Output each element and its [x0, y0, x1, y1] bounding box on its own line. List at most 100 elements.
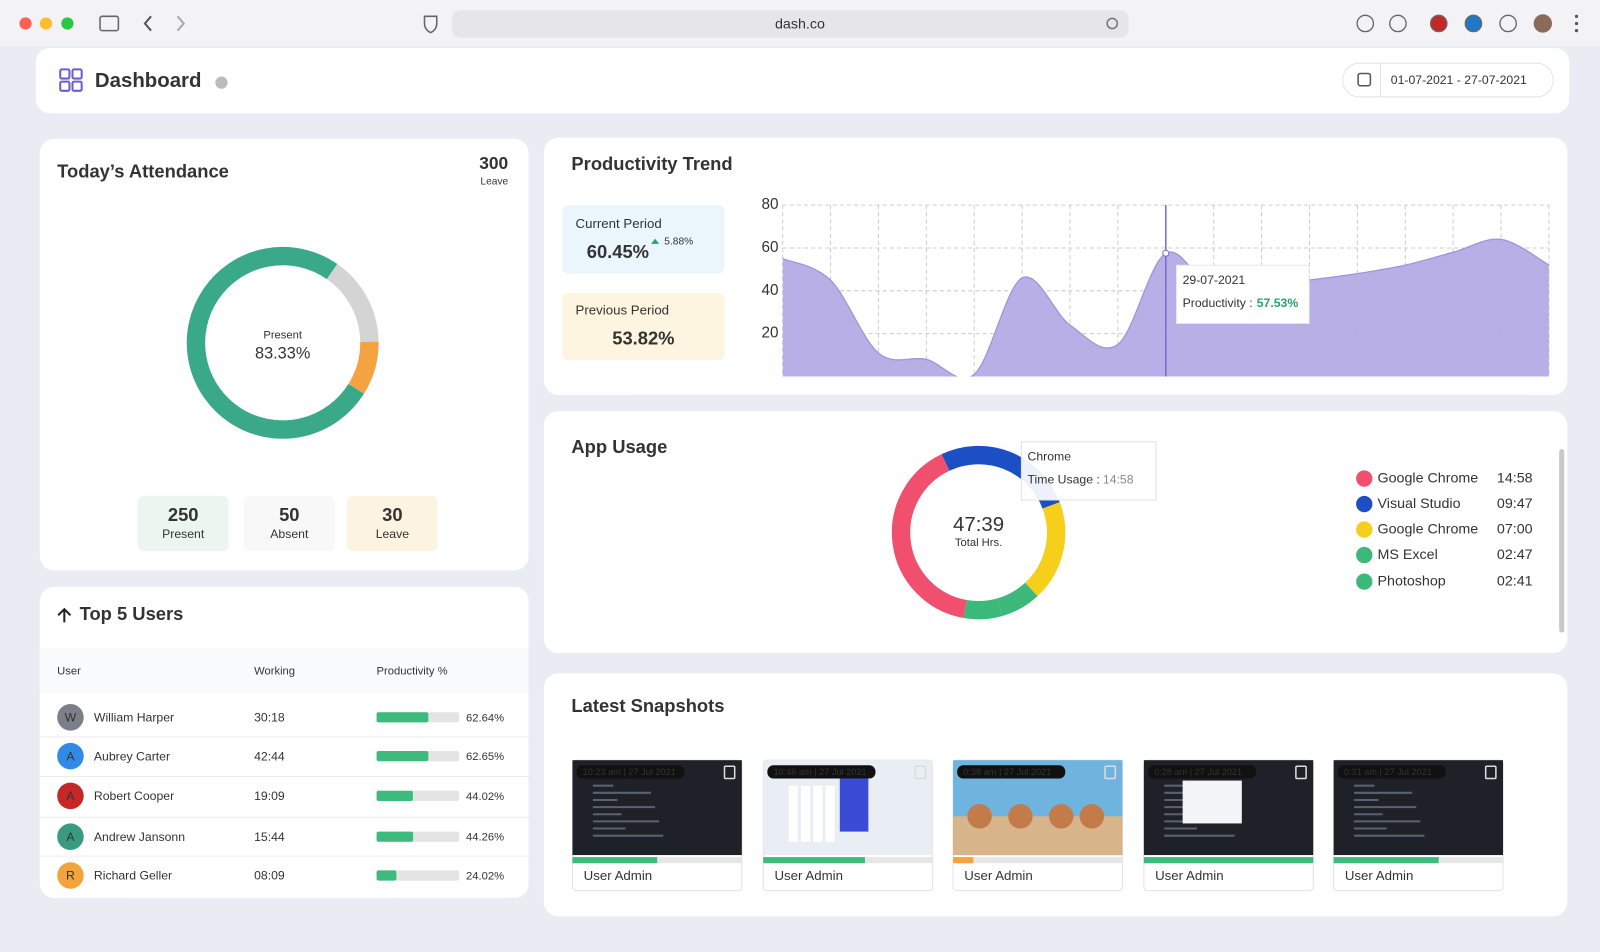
donut-segment — [996, 582, 1038, 617]
delete-button[interactable] — [723, 765, 736, 780]
donut-segment — [326, 264, 379, 343]
avatar-initial: A — [66, 749, 75, 763]
hover-point — [1162, 249, 1170, 257]
progress-bar — [376, 712, 429, 723]
area-line — [782, 238, 1549, 377]
toolbar-icon[interactable] — [1429, 14, 1448, 33]
toolbar-icon[interactable] — [1464, 14, 1483, 33]
url-bar[interactable] — [452, 10, 1129, 38]
legend-marker — [1356, 573, 1373, 590]
donut-segment — [348, 341, 379, 394]
working-time: 42:44 — [254, 749, 285, 763]
window-button[interactable] — [39, 17, 53, 30]
snapshot-widget — [839, 775, 869, 832]
stat-box — [346, 495, 438, 551]
progress-bar — [572, 857, 658, 864]
window-button[interactable] — [19, 17, 32, 30]
column-header: Productivity % — [377, 665, 448, 677]
toolbar-icon[interactable] — [1356, 14, 1375, 33]
total-count: 300 — [479, 153, 508, 173]
y-tick-label: 40 — [762, 282, 779, 299]
legend-marker — [1356, 546, 1373, 564]
toolbar-icon[interactable] — [1389, 14, 1407, 33]
legend-marker — [1356, 470, 1373, 487]
productivity-label: 44.02% — [466, 791, 504, 803]
window-button[interactable] — [61, 17, 74, 30]
timestamp-pill — [1147, 765, 1257, 779]
menu-dot — [1574, 28, 1579, 33]
profile-avatar[interactable] — [1533, 14, 1553, 33]
stat-box — [137, 495, 229, 551]
legend-label: Visual Studio — [1378, 496, 1461, 512]
tooltip-text: Productivity : 57.53% — [1183, 296, 1299, 310]
column-header: Working — [254, 665, 295, 677]
table-header — [39, 646, 529, 694]
previous-period-value: 53.82% — [612, 328, 674, 349]
header-card — [35, 47, 1570, 114]
tooltip-title: Chrome — [1028, 449, 1072, 463]
user-name: Andrew Jansonn — [94, 830, 185, 844]
current-period-box — [562, 205, 725, 274]
snapshot-time: 0:38 am | 27 Jul 2021 — [963, 767, 1051, 777]
stat-label: Present — [162, 527, 205, 541]
y-tick-label: 80 — [762, 196, 779, 213]
snapshot-user: User Admin — [584, 868, 652, 883]
avatar-initial: A — [66, 789, 75, 803]
snapshot-figure — [1079, 804, 1105, 829]
stat-value: 250 — [168, 504, 199, 525]
stat-value: 30 — [382, 504, 402, 525]
dashboard-icon — [71, 80, 83, 92]
reload-icon[interactable] — [1106, 17, 1119, 30]
legend-label: Photoshop — [1378, 573, 1446, 589]
working-time: 08:09 — [254, 869, 285, 883]
card-title: Today’s Attendance — [57, 160, 229, 181]
back-button[interactable] — [143, 15, 152, 32]
date-picker[interactable] — [1342, 62, 1554, 98]
avatar — [57, 823, 84, 850]
tooltip-value: 14:58 — [1103, 473, 1134, 487]
card-title: Productivity Trend — [571, 153, 732, 174]
card-title: App Usage — [571, 436, 667, 457]
tooltip-label: Productivity : — [1183, 296, 1253, 310]
menu-dot — [1574, 21, 1579, 26]
current-period-value: 60.45% — [587, 241, 649, 262]
delete-button[interactable] — [1484, 765, 1497, 780]
donut-segment — [891, 454, 967, 619]
working-time: 30:18 — [254, 711, 285, 725]
scrollbar[interactable] — [1559, 448, 1565, 633]
delete-button[interactable] — [914, 765, 927, 780]
tooltip-value: 57.53% — [1257, 296, 1299, 310]
donut-total: 47:39 — [953, 514, 1004, 536]
donut-total-label: Total Hrs. — [955, 537, 1002, 549]
legend-value: 02:41 — [1497, 573, 1533, 589]
progress-track — [953, 857, 1123, 864]
delete-button[interactable] — [1295, 765, 1307, 780]
stat-value: 50 — [279, 504, 299, 525]
user-name: Robert Cooper — [94, 789, 174, 803]
legend-marker — [1356, 521, 1373, 538]
dashboard-icon — [71, 68, 83, 80]
sidebar-button[interactable] — [99, 15, 120, 32]
user-name: William Harper — [94, 711, 174, 725]
calendar-icon — [1357, 72, 1372, 87]
arrow-up-icon — [57, 607, 72, 623]
delete-button[interactable] — [1104, 765, 1117, 780]
dashboard-icon — [59, 80, 71, 92]
toolbar-icon[interactable] — [1499, 14, 1517, 33]
avatar-initial: R — [66, 869, 75, 883]
donut-segment — [186, 246, 365, 439]
productivity-label: 44.26% — [466, 832, 504, 844]
avatar — [57, 862, 84, 889]
avatar — [57, 782, 84, 810]
dashboard-icon — [59, 68, 71, 80]
previous-period-label: Previous Period — [576, 303, 670, 318]
forward-button[interactable] — [176, 15, 186, 32]
trend-up-arrow — [651, 238, 660, 244]
info-icon — [215, 76, 228, 89]
progress-bar — [376, 790, 413, 801]
productivity-label: 24.02% — [466, 870, 504, 882]
avatar — [57, 704, 84, 731]
progress-bar — [1333, 857, 1439, 864]
